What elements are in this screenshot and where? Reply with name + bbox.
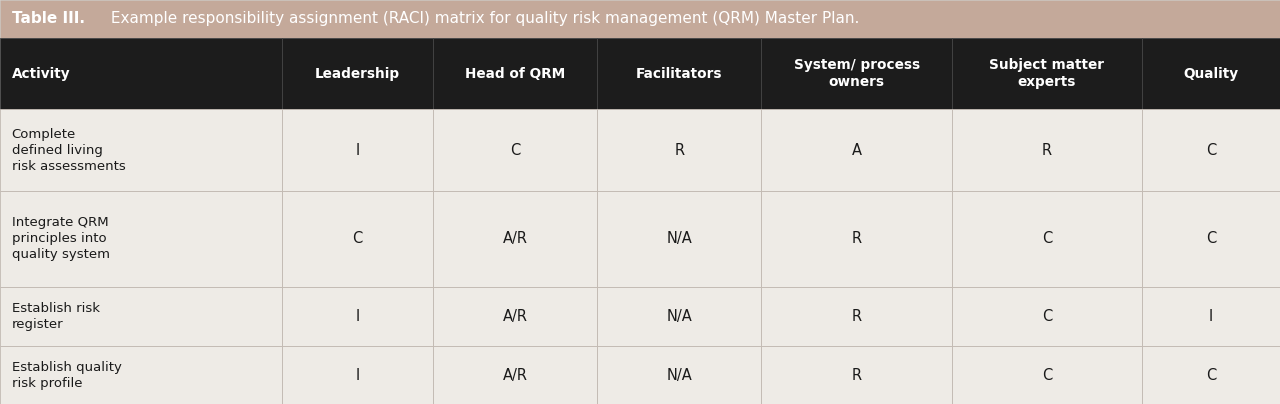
FancyBboxPatch shape	[0, 346, 283, 404]
FancyBboxPatch shape	[952, 286, 1142, 346]
Text: I: I	[356, 309, 360, 324]
Text: A/R: A/R	[503, 231, 527, 246]
FancyBboxPatch shape	[433, 286, 598, 346]
FancyBboxPatch shape	[433, 346, 598, 404]
Text: Subject matter
experts: Subject matter experts	[989, 58, 1105, 89]
FancyBboxPatch shape	[283, 109, 433, 191]
FancyBboxPatch shape	[0, 38, 283, 109]
FancyBboxPatch shape	[762, 191, 952, 286]
FancyBboxPatch shape	[762, 346, 952, 404]
Text: A/R: A/R	[503, 368, 527, 383]
Text: Activity: Activity	[12, 67, 70, 81]
FancyBboxPatch shape	[1142, 38, 1280, 109]
FancyBboxPatch shape	[1142, 346, 1280, 404]
FancyBboxPatch shape	[598, 286, 762, 346]
Text: N/A: N/A	[667, 309, 692, 324]
FancyBboxPatch shape	[433, 109, 598, 191]
FancyBboxPatch shape	[952, 346, 1142, 404]
FancyBboxPatch shape	[283, 346, 433, 404]
Text: Complete
defined living
risk assessments: Complete defined living risk assessments	[12, 128, 125, 173]
FancyBboxPatch shape	[1142, 286, 1280, 346]
FancyBboxPatch shape	[598, 109, 762, 191]
FancyBboxPatch shape	[1142, 191, 1280, 286]
Text: R: R	[851, 231, 861, 246]
FancyBboxPatch shape	[283, 38, 433, 109]
FancyBboxPatch shape	[0, 191, 283, 286]
Text: R: R	[675, 143, 685, 158]
FancyBboxPatch shape	[952, 191, 1142, 286]
FancyBboxPatch shape	[952, 38, 1142, 109]
Text: Head of QRM: Head of QRM	[465, 67, 566, 81]
FancyBboxPatch shape	[762, 109, 952, 191]
Text: C: C	[1042, 368, 1052, 383]
Text: I: I	[356, 368, 360, 383]
FancyBboxPatch shape	[433, 38, 598, 109]
FancyBboxPatch shape	[952, 109, 1142, 191]
FancyBboxPatch shape	[283, 191, 433, 286]
FancyBboxPatch shape	[0, 109, 283, 191]
Text: Leadership: Leadership	[315, 67, 401, 81]
Text: A/R: A/R	[503, 309, 527, 324]
FancyBboxPatch shape	[598, 346, 762, 404]
Text: R: R	[851, 368, 861, 383]
Text: Example responsibility assignment (RACI) matrix for quality risk management (QRM: Example responsibility assignment (RACI)…	[106, 11, 860, 26]
Text: N/A: N/A	[667, 368, 692, 383]
Text: C: C	[1206, 231, 1216, 246]
FancyBboxPatch shape	[433, 191, 598, 286]
Text: I: I	[356, 143, 360, 158]
FancyBboxPatch shape	[283, 286, 433, 346]
Text: C: C	[1206, 143, 1216, 158]
Text: Establish risk
register: Establish risk register	[12, 302, 100, 331]
FancyBboxPatch shape	[762, 286, 952, 346]
Text: C: C	[511, 143, 521, 158]
Text: C: C	[352, 231, 362, 246]
Text: Facilitators: Facilitators	[636, 67, 723, 81]
Text: C: C	[1206, 368, 1216, 383]
Text: C: C	[1042, 231, 1052, 246]
Text: R: R	[851, 309, 861, 324]
Text: Integrate QRM
principles into
quality system: Integrate QRM principles into quality sy…	[12, 216, 110, 261]
Text: Establish quality
risk profile: Establish quality risk profile	[12, 361, 122, 389]
Text: I: I	[1208, 309, 1213, 324]
FancyBboxPatch shape	[762, 38, 952, 109]
Text: System/ process
owners: System/ process owners	[794, 58, 919, 89]
FancyBboxPatch shape	[1142, 109, 1280, 191]
Text: Table III.: Table III.	[12, 11, 84, 26]
FancyBboxPatch shape	[0, 286, 283, 346]
Text: R: R	[1042, 143, 1052, 158]
FancyBboxPatch shape	[598, 191, 762, 286]
Text: C: C	[1042, 309, 1052, 324]
Text: A: A	[851, 143, 861, 158]
FancyBboxPatch shape	[598, 38, 762, 109]
Text: N/A: N/A	[667, 231, 692, 246]
FancyBboxPatch shape	[0, 0, 1280, 38]
Text: Quality: Quality	[1184, 67, 1239, 81]
